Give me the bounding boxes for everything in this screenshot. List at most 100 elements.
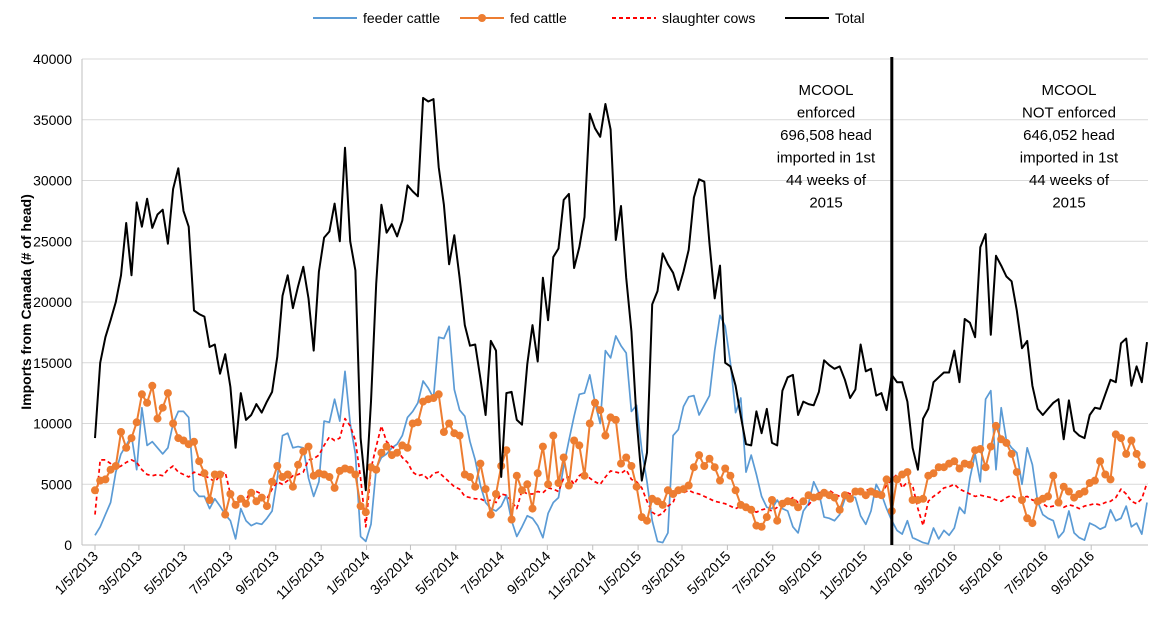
y-tick-label: 0 [64,537,72,553]
data-point [439,428,448,436]
y-axis-ticks: 0 5000 10000 15000 20000 25000 30000 35000 40000 [33,51,72,553]
series-layer [91,96,1148,545]
data-point [549,431,558,440]
data-point [601,431,610,440]
data-point [533,469,542,478]
data-point [1044,492,1052,501]
data-point [554,479,563,487]
x-tick-label: 3/5/2014 [367,548,417,598]
data-point [512,471,521,480]
x-tick-label: 11/5/2014 [544,548,599,603]
data-point [163,389,172,398]
annotation-line: 696,508 head [780,127,872,144]
data-point [721,464,730,473]
x-tick-label: 3/5/2013 [95,548,145,598]
data-point [950,457,959,466]
x-tick-label: 5/5/2016 [956,548,1006,598]
series-line [94,417,1148,528]
data-point [143,398,152,407]
data-point [195,457,204,466]
annotation-mcool-not-enforced: MCOOL NOT enforced 646,052 head imported in… [1020,82,1119,212]
data-point [148,381,157,390]
data-point [158,403,167,412]
data-point [221,510,230,519]
legend-item-slaughter-cows: slaughter cows [612,10,755,26]
data-point [955,464,964,473]
data-point [919,494,928,503]
data-point [622,453,631,462]
data-point [393,448,402,457]
data-point [564,481,573,490]
data-point [205,496,214,504]
annotations: MCOOL enforced 696,508 head imported in 1st… [777,57,1119,545]
data-point [992,421,1000,430]
data-point [747,505,756,514]
x-tick-label: 5/5/2015 [684,548,734,598]
data-point [137,390,146,399]
data-point [788,498,797,507]
data-point [544,480,553,489]
data-point [273,462,282,470]
y-tick-label: 40000 [33,51,72,67]
data-point [111,462,120,470]
y-tick-label: 20000 [33,294,72,310]
x-tick-label: 1/5/2016 [866,548,916,598]
data-point [794,503,803,512]
data-point [1059,482,1068,491]
x-tick-label: 11/5/2013 [273,548,328,603]
series-line [94,314,1148,545]
x-tick-label: 11/5/2015 [816,548,871,603]
data-point [1132,449,1141,458]
data-point [799,497,808,506]
data-point [643,516,651,525]
annotation-line: 44 weeks of [786,172,867,189]
y-tick-label: 15000 [33,355,72,371]
data-point [1080,487,1089,496]
y-tick-label: 10000 [33,416,72,432]
data-point [882,475,891,484]
data-point [502,446,511,455]
data-point [304,442,313,451]
data-point [575,441,584,450]
y-tick-label: 35000 [33,112,72,128]
y-axis-label: Imports from Canada (# of head) [18,194,34,409]
data-point [1122,449,1131,458]
data-point [710,463,719,472]
data-point [127,434,136,443]
data-point [726,471,735,480]
data-point [617,459,625,468]
data-point [538,442,547,451]
data-point [986,442,995,451]
data-point [91,486,99,495]
data-point [382,442,391,451]
data-point [1054,498,1063,507]
data-point [846,494,855,503]
legend: feeder cattle fed cattle slaughter cows Tot… [313,10,865,26]
data-point [757,522,766,531]
data-point [893,475,901,484]
annotation-line: 646,052 head [1023,127,1115,144]
data-point [1012,468,1021,477]
data-point [768,496,776,504]
series-line [94,96,1148,492]
data-point [481,485,490,494]
data-point [716,476,724,485]
data-point [877,491,886,500]
x-tick-label: 5/5/2014 [412,548,462,598]
data-point [1090,476,1099,485]
data-point [351,470,360,479]
data-point [288,482,297,491]
data-point [216,470,224,479]
annotation-line: MCOOL [798,82,853,99]
annotation-line: imported in 1st [1020,150,1119,167]
x-tick-label: 1/5/2013 [51,548,101,598]
annotation-line: 2015 [1052,195,1085,212]
data-point [476,459,485,468]
x-tick-label: 5/5/2013 [141,548,191,598]
data-point [903,468,912,477]
legend-item-feeder-cattle: feeder cattle [313,10,440,26]
data-point [705,454,714,463]
data-point [981,463,990,472]
